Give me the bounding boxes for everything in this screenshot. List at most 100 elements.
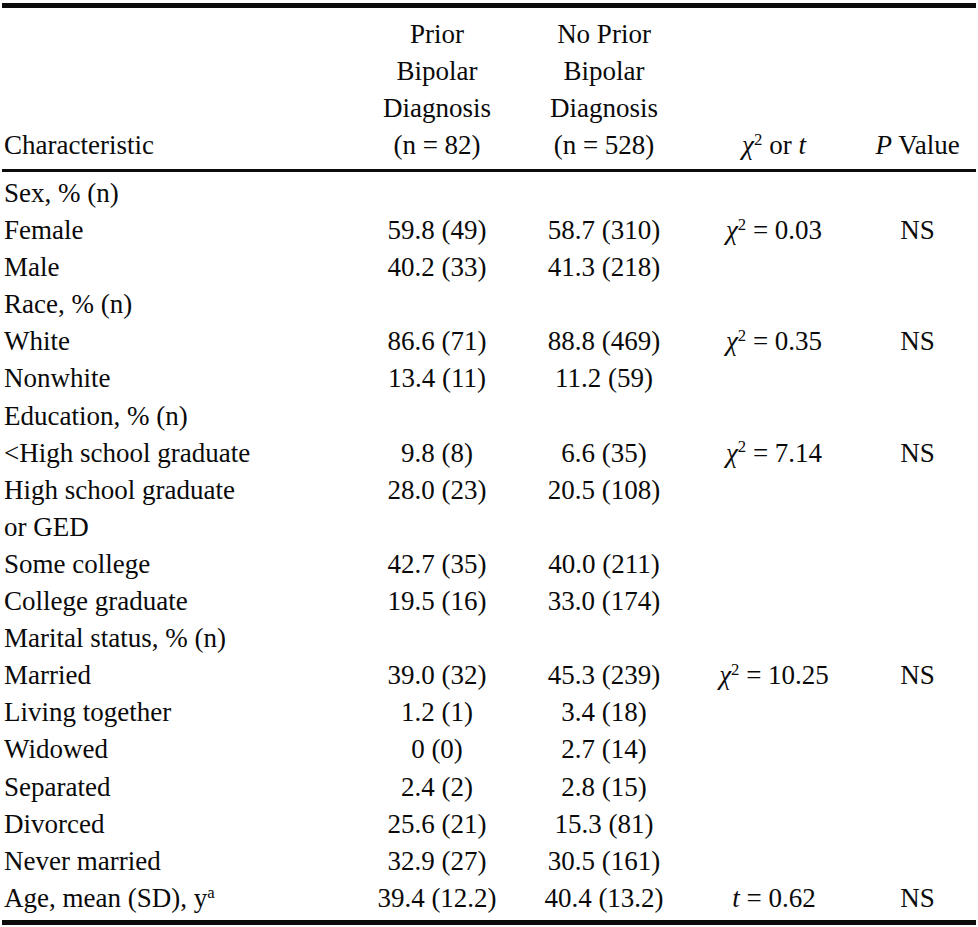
prior-cell: 28.0 (23) bbox=[355, 472, 519, 509]
prior-cell: 19.5 (16) bbox=[355, 583, 519, 620]
stat-exponent: 2 bbox=[738, 437, 746, 456]
header-prior-bipolar: Prior Bipolar Diagnosis (n = 82) bbox=[355, 6, 519, 171]
prior-cell bbox=[355, 620, 519, 657]
stat-value: = 7.14 bbox=[746, 438, 822, 468]
stat-cell bbox=[689, 398, 859, 435]
characteristic-cell: Male bbox=[2, 249, 355, 286]
prior-cell bbox=[355, 398, 519, 435]
no-prior-cell: 3.4 (18) bbox=[519, 694, 689, 731]
characteristic-cell: Age, mean (SD), ya bbox=[2, 880, 355, 923]
pvalue-cell bbox=[859, 583, 976, 620]
chi-exponent: 2 bbox=[754, 130, 762, 149]
table-row-female: Female 59.8 (49) 58.7 (310) χ2 = 0.03 NS bbox=[2, 212, 976, 249]
header-line: Bipolar bbox=[519, 53, 689, 90]
stat-cell bbox=[689, 286, 859, 323]
header-line: (n = 82) bbox=[355, 127, 519, 164]
pvalue-cell: NS bbox=[859, 323, 976, 360]
stat-symbol: χ bbox=[719, 660, 731, 690]
header-row: Characteristic Prior Bipolar Diagnosis (… bbox=[2, 6, 976, 171]
stat-cell: χ2 = 10.25 bbox=[689, 657, 859, 694]
prior-cell: 2.4 (2) bbox=[355, 769, 519, 806]
header-line: Diagnosis bbox=[355, 90, 519, 127]
stat-symbol: t bbox=[732, 883, 740, 913]
stat-value: = 0.62 bbox=[740, 883, 816, 913]
no-prior-cell: 20.5 (108) bbox=[519, 472, 689, 509]
prior-cell: 39.0 (32) bbox=[355, 657, 519, 694]
t-symbol: t bbox=[798, 130, 806, 160]
stat-cell bbox=[689, 731, 859, 768]
characteristic-cell: Living together bbox=[2, 694, 355, 731]
pvalue-cell bbox=[859, 360, 976, 397]
characteristic-cell: Widowed bbox=[2, 731, 355, 768]
no-prior-cell: 40.0 (211) bbox=[519, 546, 689, 583]
table-row-separated: Separated 2.4 (2) 2.8 (15) bbox=[2, 769, 976, 806]
no-prior-cell: 88.8 (469) bbox=[519, 323, 689, 360]
prior-cell: 86.6 (71) bbox=[355, 323, 519, 360]
stat-exponent: 2 bbox=[738, 215, 746, 234]
stat-cell bbox=[689, 171, 859, 213]
no-prior-cell: 58.7 (310) bbox=[519, 212, 689, 249]
no-prior-cell: 40.4 (13.2) bbox=[519, 880, 689, 923]
stat-cell bbox=[689, 546, 859, 583]
stat-cell bbox=[689, 843, 859, 880]
no-prior-cell: 41.3 (218) bbox=[519, 249, 689, 286]
table-row-less-than-hs: <High school graduate 9.8 (8) 6.6 (35) χ… bbox=[2, 435, 976, 472]
no-prior-cell: 33.0 (174) bbox=[519, 583, 689, 620]
no-prior-cell: 2.7 (14) bbox=[519, 731, 689, 768]
stat-cell bbox=[689, 249, 859, 286]
table-row-marital-section: Marital status, % (n) bbox=[2, 620, 976, 657]
characteristic-cell: <High school graduate bbox=[2, 435, 355, 472]
characteristic-cell: Never married bbox=[2, 843, 355, 880]
characteristic-cell: Education, % (n) bbox=[2, 398, 355, 435]
characteristic-cell: College graduate bbox=[2, 583, 355, 620]
prior-cell: 40.2 (33) bbox=[355, 249, 519, 286]
table-row-or-ged: or GED bbox=[2, 509, 976, 546]
pvalue-cell: NS bbox=[859, 880, 976, 923]
stat-cell bbox=[689, 583, 859, 620]
stat-value: = 0.35 bbox=[746, 326, 822, 356]
prior-cell: 0 (0) bbox=[355, 731, 519, 768]
demographics-table: Characteristic Prior Bipolar Diagnosis (… bbox=[2, 3, 976, 925]
no-prior-cell bbox=[519, 509, 689, 546]
prior-cell: 13.4 (11) bbox=[355, 360, 519, 397]
stat-cell bbox=[689, 769, 859, 806]
characteristic-cell: High school graduate bbox=[2, 472, 355, 509]
pvalue-cell bbox=[859, 546, 976, 583]
stat-symbol: χ bbox=[726, 215, 738, 245]
table-row-never-married: Never married 32.9 (27) 30.5 (161) bbox=[2, 843, 976, 880]
table-row-age: Age, mean (SD), ya 39.4 (12.2) 40.4 (13.… bbox=[2, 880, 976, 923]
prior-cell bbox=[355, 509, 519, 546]
header-p-value: P Value bbox=[859, 6, 976, 171]
no-prior-cell bbox=[519, 398, 689, 435]
footnote-marker: a bbox=[207, 883, 214, 902]
stat-exponent: 2 bbox=[738, 326, 746, 345]
pvalue-cell: NS bbox=[859, 212, 976, 249]
pvalue-cell bbox=[859, 249, 976, 286]
value-text: Value bbox=[892, 130, 960, 160]
pvalue-cell bbox=[859, 806, 976, 843]
prior-cell: 9.8 (8) bbox=[355, 435, 519, 472]
pvalue-cell bbox=[859, 509, 976, 546]
stat-symbol: χ bbox=[726, 326, 738, 356]
chi-symbol: χ bbox=[742, 130, 754, 160]
characteristic-cell: White bbox=[2, 323, 355, 360]
pvalue-cell: NS bbox=[859, 657, 976, 694]
table-row-male: Male 40.2 (33) 41.3 (218) bbox=[2, 249, 976, 286]
characteristic-cell: or GED bbox=[2, 509, 355, 546]
stat-value: = 10.25 bbox=[739, 660, 828, 690]
characteristic-cell: Divorced bbox=[2, 806, 355, 843]
characteristic-cell: Female bbox=[2, 212, 355, 249]
pvalue-cell bbox=[859, 620, 976, 657]
stat-exponent: 2 bbox=[731, 660, 739, 679]
stat-cell bbox=[689, 620, 859, 657]
pvalue-cell bbox=[859, 286, 976, 323]
table-body: Sex, % (n) Female 59.8 (49) 58.7 (310) χ… bbox=[2, 171, 976, 923]
pvalue-cell bbox=[859, 769, 976, 806]
table-row-education-section: Education, % (n) bbox=[2, 398, 976, 435]
prior-cell: 32.9 (27) bbox=[355, 843, 519, 880]
prior-cell: 42.7 (35) bbox=[355, 546, 519, 583]
table-row-white: White 86.6 (71) 88.8 (469) χ2 = 0.35 NS bbox=[2, 323, 976, 360]
prior-cell: 25.6 (21) bbox=[355, 806, 519, 843]
prior-cell: 59.8 (49) bbox=[355, 212, 519, 249]
prior-cell bbox=[355, 171, 519, 213]
